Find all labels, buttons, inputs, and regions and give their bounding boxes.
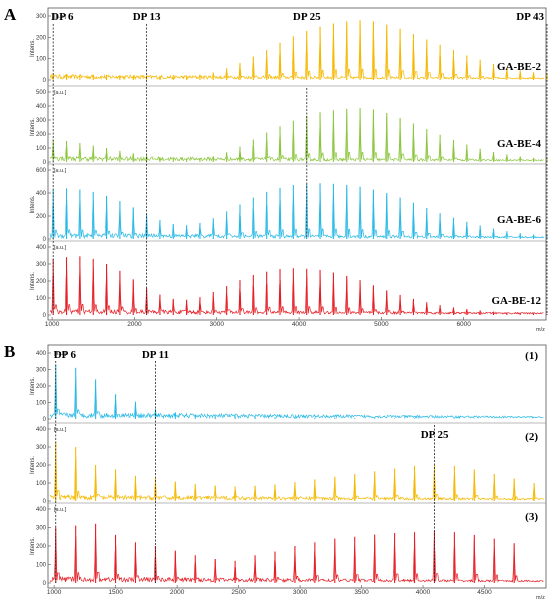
spectrum-trace	[49, 187, 544, 240]
dp-label: DP 43	[516, 11, 544, 23]
y-axis-label: Intens.	[30, 195, 36, 213]
y-tick-label: 0	[43, 581, 47, 587]
spectrum-trace	[49, 529, 544, 584]
y-tick-label: 200	[36, 463, 47, 469]
y-tick-label: 0	[43, 160, 47, 166]
subplot-1: 0 100 200 300 400 Intens. [a.u.] (1)	[30, 350, 544, 423]
panel-a: A0100200300Intens.[a.u.]GA-BE-2010020030…	[4, 5, 548, 333]
y-tick-label: 0	[43, 313, 47, 319]
y-tick-label: 400	[36, 245, 47, 251]
y-tick-label: 200	[36, 279, 47, 285]
y-tick-label: 400	[36, 191, 47, 197]
y-tick-label: 300	[36, 262, 47, 268]
sample-label: GA-BE-4	[497, 138, 542, 150]
y-tick-label: 300	[36, 445, 47, 451]
sample-label: (1)	[525, 350, 538, 362]
dp-label: DP 11	[142, 349, 169, 361]
y-tick-label: 200	[36, 544, 47, 550]
y-tick-label: 100	[36, 401, 47, 407]
panel-b: B 0 100 200 300 400 Intens. [a.u.] (1) 0 100 200 300…	[4, 342, 547, 600]
y-axis-label: Intens.	[30, 118, 36, 136]
x-tick-label: 1000	[45, 321, 60, 328]
x-tick-label: 2500	[231, 589, 246, 596]
y-tick-label: 0	[43, 417, 47, 423]
y-tick-label: 100	[36, 146, 47, 152]
spectrum-trace	[49, 109, 544, 163]
subplot-2: 0 100 200 300 400 Intens. [a.u.] (2)	[30, 422, 546, 505]
y-tick-label: 400	[36, 351, 47, 357]
y-tick-label: 100	[36, 481, 47, 487]
x-tick-label: 2000	[170, 589, 185, 596]
y-tick-label: 500	[36, 90, 47, 96]
x-tick-label: 4000	[416, 589, 431, 596]
subplot-gabe12: 0 100 200 300 400 Intens. [a.u.] GA-BE-12	[30, 240, 548, 319]
y-tick-label: 200	[36, 214, 47, 220]
y-tick-label: 300	[36, 368, 47, 374]
y-tick-label: 200	[36, 132, 47, 138]
y-tick-label: 300	[36, 526, 47, 532]
y-axis-label: Intens.	[30, 377, 36, 395]
subplot-gabe2: 0 100 200 300 Intens. [a.u.] GA-BE-2	[30, 14, 548, 84]
dp-label: DP 25	[293, 11, 321, 23]
panel-letter-b: B	[4, 342, 15, 361]
subplot-gabe6: 0 200 400 600 Intens. [a.u.] GA-BE-6	[30, 163, 548, 243]
y-axis-label: Intens.	[30, 39, 36, 57]
subplot-3: 0 100 200 300 400 Intens. [a.u.] (3)	[30, 502, 546, 587]
subplot-gabe4: 0 100 200 300 400 500 Intens. [a.u.] GA-BE-4	[30, 85, 548, 166]
y-axis-unit: [a.u.]	[54, 427, 67, 433]
y-tick-label: 100	[36, 57, 47, 63]
y-tick-label: 400	[36, 507, 47, 513]
x-tick-label: 3000	[210, 321, 225, 328]
x-tick-label: 4000	[292, 321, 307, 328]
x-tick-label: 2000	[127, 321, 142, 328]
y-tick-label: 300	[36, 14, 47, 20]
x-axis-label: m/z	[536, 327, 545, 333]
y-axis-label: Intens.	[30, 456, 36, 474]
x-tick-label: 5000	[374, 321, 389, 328]
panel-letter-a: A	[4, 5, 17, 24]
x-tick-label: 3000	[293, 589, 308, 596]
sample-label: GA-BE-2	[497, 61, 542, 73]
y-tick-label: 0	[43, 499, 47, 505]
y-axis-unit: [a.u.]	[54, 245, 67, 251]
plot-frame	[47, 344, 547, 589]
y-tick-label: 100	[36, 563, 47, 569]
spectrum-trace	[49, 448, 544, 502]
dp-label: DP 6	[51, 11, 74, 23]
spectrum-trace	[49, 267, 544, 316]
sample-label: GA-BE-12	[492, 295, 542, 307]
y-tick-label: 400	[36, 104, 47, 110]
x-tick-label: 1500	[108, 589, 123, 596]
y-tick-label: 600	[36, 168, 47, 174]
y-tick-label: 300	[36, 118, 47, 124]
spectrum-trace	[49, 371, 544, 420]
y-axis-unit: [a.u.]	[54, 168, 67, 174]
y-axis-unit: [a.u.]	[54, 14, 67, 20]
dp-label: DP 13	[133, 11, 161, 23]
y-tick-label: 0	[43, 237, 47, 243]
sample-label: GA-BE-6	[497, 214, 542, 226]
dp-label: DP 25	[421, 429, 449, 441]
x-axis-label: m/z	[536, 595, 545, 600]
x-tick-label: 3500	[354, 589, 369, 596]
x-tick-label: 1000	[47, 589, 62, 596]
y-tick-label: 400	[36, 427, 47, 433]
y-axis-label: Intens.	[30, 537, 36, 555]
y-axis-label: Intens.	[30, 272, 36, 290]
y-axis-unit: [a.u.]	[54, 351, 67, 357]
sample-label: (2)	[525, 431, 538, 443]
y-tick-label: 0	[43, 78, 47, 84]
y-tick-label: 200	[36, 384, 47, 390]
sample-label: (3)	[525, 511, 538, 523]
y-tick-label: 100	[36, 296, 47, 302]
spectrum-trace	[49, 21, 544, 81]
x-tick-label: 6000	[456, 321, 471, 328]
y-axis-unit: [a.u.]	[54, 507, 67, 513]
y-tick-label: 200	[36, 35, 47, 41]
y-axis-unit: [a.u.]	[54, 90, 67, 96]
x-tick-label: 4500	[477, 589, 492, 596]
dp-label: DP 6	[54, 349, 77, 361]
